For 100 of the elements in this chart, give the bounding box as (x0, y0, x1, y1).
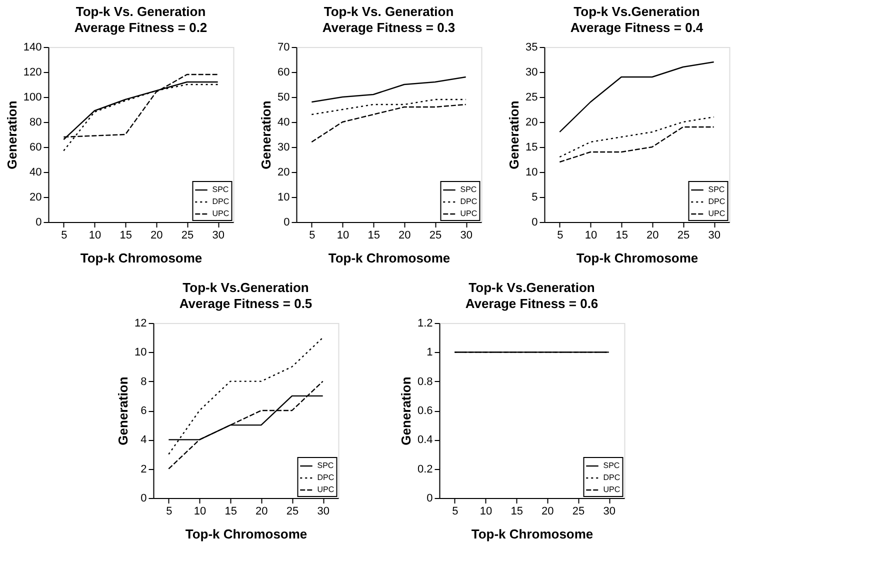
x-tick-label: 10 (194, 506, 206, 518)
y-tick-label: 80 (30, 116, 42, 128)
x-axis-title: Top-k Chromosome (471, 526, 594, 542)
y-tick-label: 140 (23, 42, 42, 54)
y-tick-label: 0.2 (417, 463, 433, 476)
y-tick-label: 0.4 (417, 434, 433, 446)
legend-label: DPC (460, 197, 478, 206)
y-tick-label: 0 (284, 216, 290, 228)
legend-label: UPC (460, 209, 478, 218)
y-axis-title: Generation (398, 376, 414, 446)
y-tick-label: 25 (526, 92, 538, 104)
legend-label: UPC (708, 209, 726, 218)
legend-label: SPC (708, 185, 725, 194)
chart-subtitle: Average Fitness = 0.2 (74, 20, 208, 35)
x-axis-title: Top-k Chromosome (576, 250, 698, 266)
x-tick-label: 30 (317, 506, 330, 518)
x-tick-label: 25 (286, 506, 299, 518)
y-tick-label: 30 (278, 142, 290, 154)
y-tick-label: 10 (526, 166, 538, 178)
y-tick-label: 30 (526, 66, 538, 78)
x-axis-title: Top-k Chromosome (328, 250, 450, 266)
x-tick-label: 15 (510, 506, 523, 518)
y-axis-title: Generation (506, 100, 522, 170)
y-tick-label: 2 (140, 463, 147, 476)
x-tick-label: 15 (224, 506, 237, 518)
legend-label: UPC (603, 485, 620, 494)
y-tick-label: 12 (134, 318, 147, 330)
chart-title: Top-k Vs.Generation (574, 4, 700, 19)
x-tick-label: 15 (616, 230, 628, 242)
x-tick-label: 30 (603, 506, 616, 518)
y-tick-label: 40 (30, 166, 42, 178)
chart-subtitle: Average Fitness = 0.3 (322, 20, 456, 35)
legend-label: UPC (317, 485, 334, 494)
x-tick-label: 5 (309, 230, 316, 242)
y-tick-label: 10 (278, 192, 290, 204)
y-tick-label: 0 (140, 492, 147, 504)
legend-label: DPC (708, 197, 726, 206)
legend-label: SPC (603, 461, 620, 470)
y-tick-label: 20 (278, 166, 290, 178)
chart-subtitle: Average Fitness = 0.4 (570, 20, 704, 35)
y-axis-title: Generation (4, 100, 20, 170)
x-tick-label: 20 (256, 506, 268, 518)
y-tick-label: 35 (526, 42, 538, 54)
chart-title: Top-k Vs.Generation (468, 280, 595, 295)
x-axis-title: Top-k Chromosome (185, 526, 308, 542)
y-axis-title: Generation (258, 100, 274, 170)
y-tick-label: 10 (134, 346, 147, 359)
legend-label: SPC (317, 461, 334, 470)
x-tick-label: 20 (542, 506, 554, 518)
x-tick-label: 20 (150, 230, 163, 242)
legend-label: SPC (212, 185, 229, 194)
legend-label: SPC (460, 185, 477, 194)
y-tick-label: 4 (140, 434, 147, 446)
chart-title: Top-k Vs. Generation (324, 4, 454, 19)
x-tick-label: 5 (166, 506, 172, 518)
y-tick-label: 40 (278, 116, 290, 128)
x-tick-label: 20 (398, 230, 411, 242)
x-tick-label: 25 (677, 230, 690, 242)
x-tick-label: 10 (584, 230, 598, 242)
chart-subtitle: Average Fitness = 0.5 (179, 296, 312, 311)
x-tick-label: 30 (460, 230, 472, 242)
x-tick-label: 10 (336, 230, 350, 242)
x-tick-label: 20 (646, 230, 659, 242)
y-tick-label: 100 (23, 92, 42, 104)
x-tick-label: 5 (61, 230, 68, 242)
y-tick-label: 70 (278, 42, 290, 54)
legend-label: DPC (212, 197, 230, 206)
y-tick-label: 60 (30, 142, 42, 154)
y-tick-label: 15 (526, 142, 538, 154)
chart-title: Top-k Vs.Generation (182, 280, 309, 295)
y-tick-label: 60 (278, 66, 290, 78)
x-tick-label: 30 (212, 230, 224, 242)
y-tick-label: 0 (36, 216, 42, 228)
legend-label: DPC (603, 473, 620, 482)
x-tick-label: 5 (452, 506, 458, 518)
legend-label: DPC (317, 473, 334, 482)
y-tick-label: 6 (140, 405, 147, 417)
x-tick-label: 15 (368, 230, 380, 242)
x-tick-label: 10 (480, 506, 492, 518)
x-tick-label: 25 (572, 506, 585, 518)
y-tick-label: 0.8 (417, 376, 433, 388)
x-tick-label: 30 (708, 230, 720, 242)
y-tick-label: 8 (140, 376, 147, 388)
chart-subtitle: Average Fitness = 0.6 (465, 296, 598, 311)
y-tick-label: 120 (23, 66, 42, 78)
y-tick-label: 50 (278, 92, 290, 104)
y-tick-label: 5 (532, 192, 538, 204)
y-tick-label: 1.2 (417, 318, 433, 330)
y-axis-title: Generation (116, 376, 131, 446)
y-tick-label: 0 (426, 492, 433, 504)
legend-label: UPC (212, 209, 230, 218)
y-tick-label: 20 (30, 192, 42, 204)
x-axis-title: Top-k Chromosome (80, 250, 202, 266)
x-tick-label: 25 (181, 230, 194, 242)
chart-title: Top-k Vs. Generation (76, 4, 206, 19)
x-tick-label: 5 (557, 230, 564, 242)
y-tick-label: 20 (526, 116, 538, 128)
y-tick-label: 0.6 (417, 405, 433, 417)
y-tick-label: 0 (532, 216, 538, 228)
x-tick-label: 15 (120, 230, 132, 242)
